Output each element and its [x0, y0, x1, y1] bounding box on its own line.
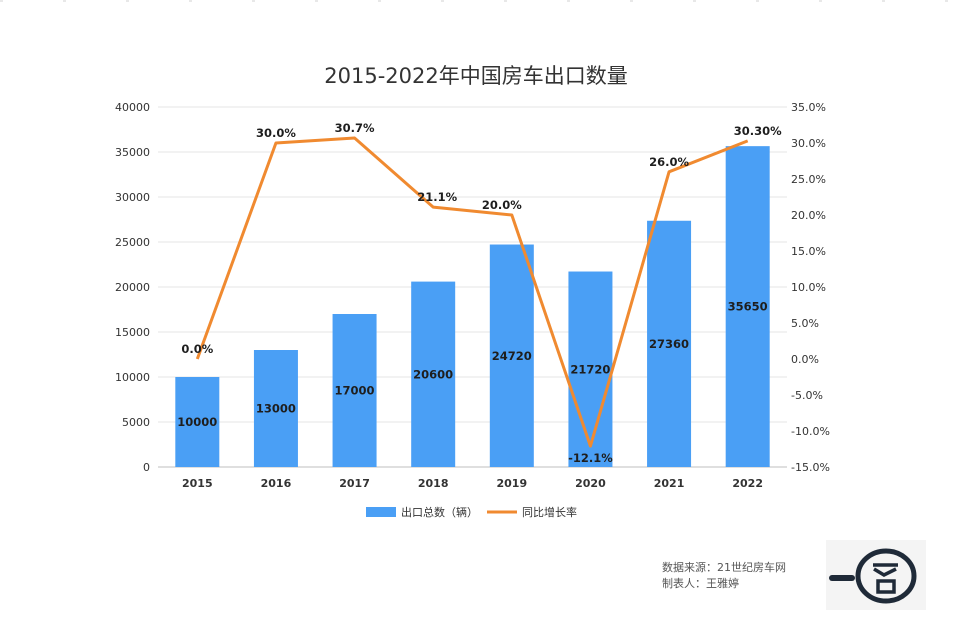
y-left-tick-label: 20000 — [115, 281, 150, 294]
x-tick-label: 2019 — [497, 477, 528, 490]
brand-logo — [826, 540, 926, 610]
bar — [489, 244, 534, 467]
line-data-label: 30.30% — [734, 124, 782, 138]
bar — [647, 220, 692, 467]
y-left-tick-label: 30000 — [115, 191, 150, 204]
chart-title: 2015-2022年中国房车出口数量 — [324, 64, 627, 88]
y-left-tick-label: 25000 — [115, 236, 150, 249]
line-labels: 0.0% 30.0% 30.7% 21.1% 20.0% -12.1% 26.0% 30.30… — [181, 121, 782, 465]
y-left-tick-label: 15000 — [115, 326, 150, 339]
line-series — [195, 136, 749, 448]
y-right-tick-label: 20.0% — [791, 209, 826, 222]
y-right-tick-label: 10.0% — [791, 281, 826, 294]
x-tick-label: 2017 — [339, 477, 370, 490]
bar-series — [175, 146, 770, 467]
x-axis: 2015 2016 2017 2018 2019 2020 2021 2022 — [182, 477, 763, 490]
bar-data-label: 13000 — [256, 402, 296, 416]
source-note: 数据来源：21世纪房车网 制表人：王雅婷 — [662, 560, 786, 592]
x-tick-label: 2018 — [418, 477, 449, 490]
bar — [175, 377, 220, 467]
x-tick-label: 2021 — [654, 477, 685, 490]
legend-line-label: 同比增长率 — [522, 505, 577, 519]
y-right-tick-label: 25.0% — [791, 173, 826, 186]
bar-labels: 10000 13000 17000 20600 24720 21720 27360 35650 — [177, 300, 767, 429]
bar — [253, 350, 298, 467]
line-data-label: 30.0% — [256, 126, 296, 140]
y-left-tick-label: 5000 — [122, 416, 150, 429]
y-left-axis: 0 5000 10000 15000 20000 25000 30000 35000 40000 — [115, 101, 150, 474]
y-right-tick-label: 5.0% — [791, 317, 819, 330]
legend: 出口总数（辆） 同比增长率 — [366, 505, 577, 519]
bar — [725, 146, 770, 467]
y-right-tick-label: -15.0% — [791, 461, 830, 474]
legend-bar-swatch — [366, 507, 396, 517]
bar — [411, 281, 456, 467]
growth-line — [195, 136, 749, 448]
legend-bar-label: 出口总数（辆） — [401, 505, 478, 519]
y-right-tick-label: 30.0% — [791, 137, 826, 150]
bar-data-label: 10000 — [177, 415, 217, 429]
bar-data-label: 24720 — [492, 349, 532, 363]
y-right-tick-label: -5.0% — [791, 389, 823, 402]
line-data-label: 20.0% — [482, 198, 522, 212]
line-data-label: -12.1% — [568, 451, 613, 465]
y-right-tick-label: 15.0% — [791, 245, 826, 258]
y-left-tick-label: 40000 — [115, 101, 150, 114]
bar-data-label: 35650 — [728, 300, 768, 314]
bar-data-label: 20600 — [413, 367, 453, 381]
source-line: 数据来源：21世纪房车网 — [662, 561, 786, 574]
y-right-tick-label: -10.0% — [791, 425, 830, 438]
chart: 2015-2022年中国房车出口数量 0 5000 10000 15000 20000 2… — [115, 64, 830, 519]
author-line: 制表人：王雅婷 — [662, 577, 739, 590]
line-data-label: 21.1% — [417, 190, 457, 204]
x-tick-label: 2016 — [261, 477, 292, 490]
bar — [568, 271, 613, 467]
x-tick-label: 2020 — [575, 477, 606, 490]
y-right-tick-label: 35.0% — [791, 101, 826, 114]
bar — [332, 314, 377, 467]
bar-data-label: 21720 — [570, 362, 610, 376]
y-right-tick-label: 0.0% — [791, 353, 819, 366]
x-tick-label: 2015 — [182, 477, 213, 490]
x-tick-label: 2022 — [732, 477, 763, 490]
bar-data-label: 27360 — [649, 337, 689, 351]
line-data-label: 26.0% — [649, 155, 689, 169]
line-data-label: 0.0% — [181, 342, 213, 356]
line-data-label: 30.7% — [335, 121, 375, 135]
y-left-tick-label: 10000 — [115, 371, 150, 384]
bar-data-label: 17000 — [335, 384, 375, 398]
y-left-tick-label: 35000 — [115, 146, 150, 159]
y-left-tick-label: 0 — [143, 461, 150, 474]
y-right-axis: -15.0% -10.0% -5.0% 0.0% 5.0% 10.0% 15.0% 20.0%… — [791, 101, 830, 474]
